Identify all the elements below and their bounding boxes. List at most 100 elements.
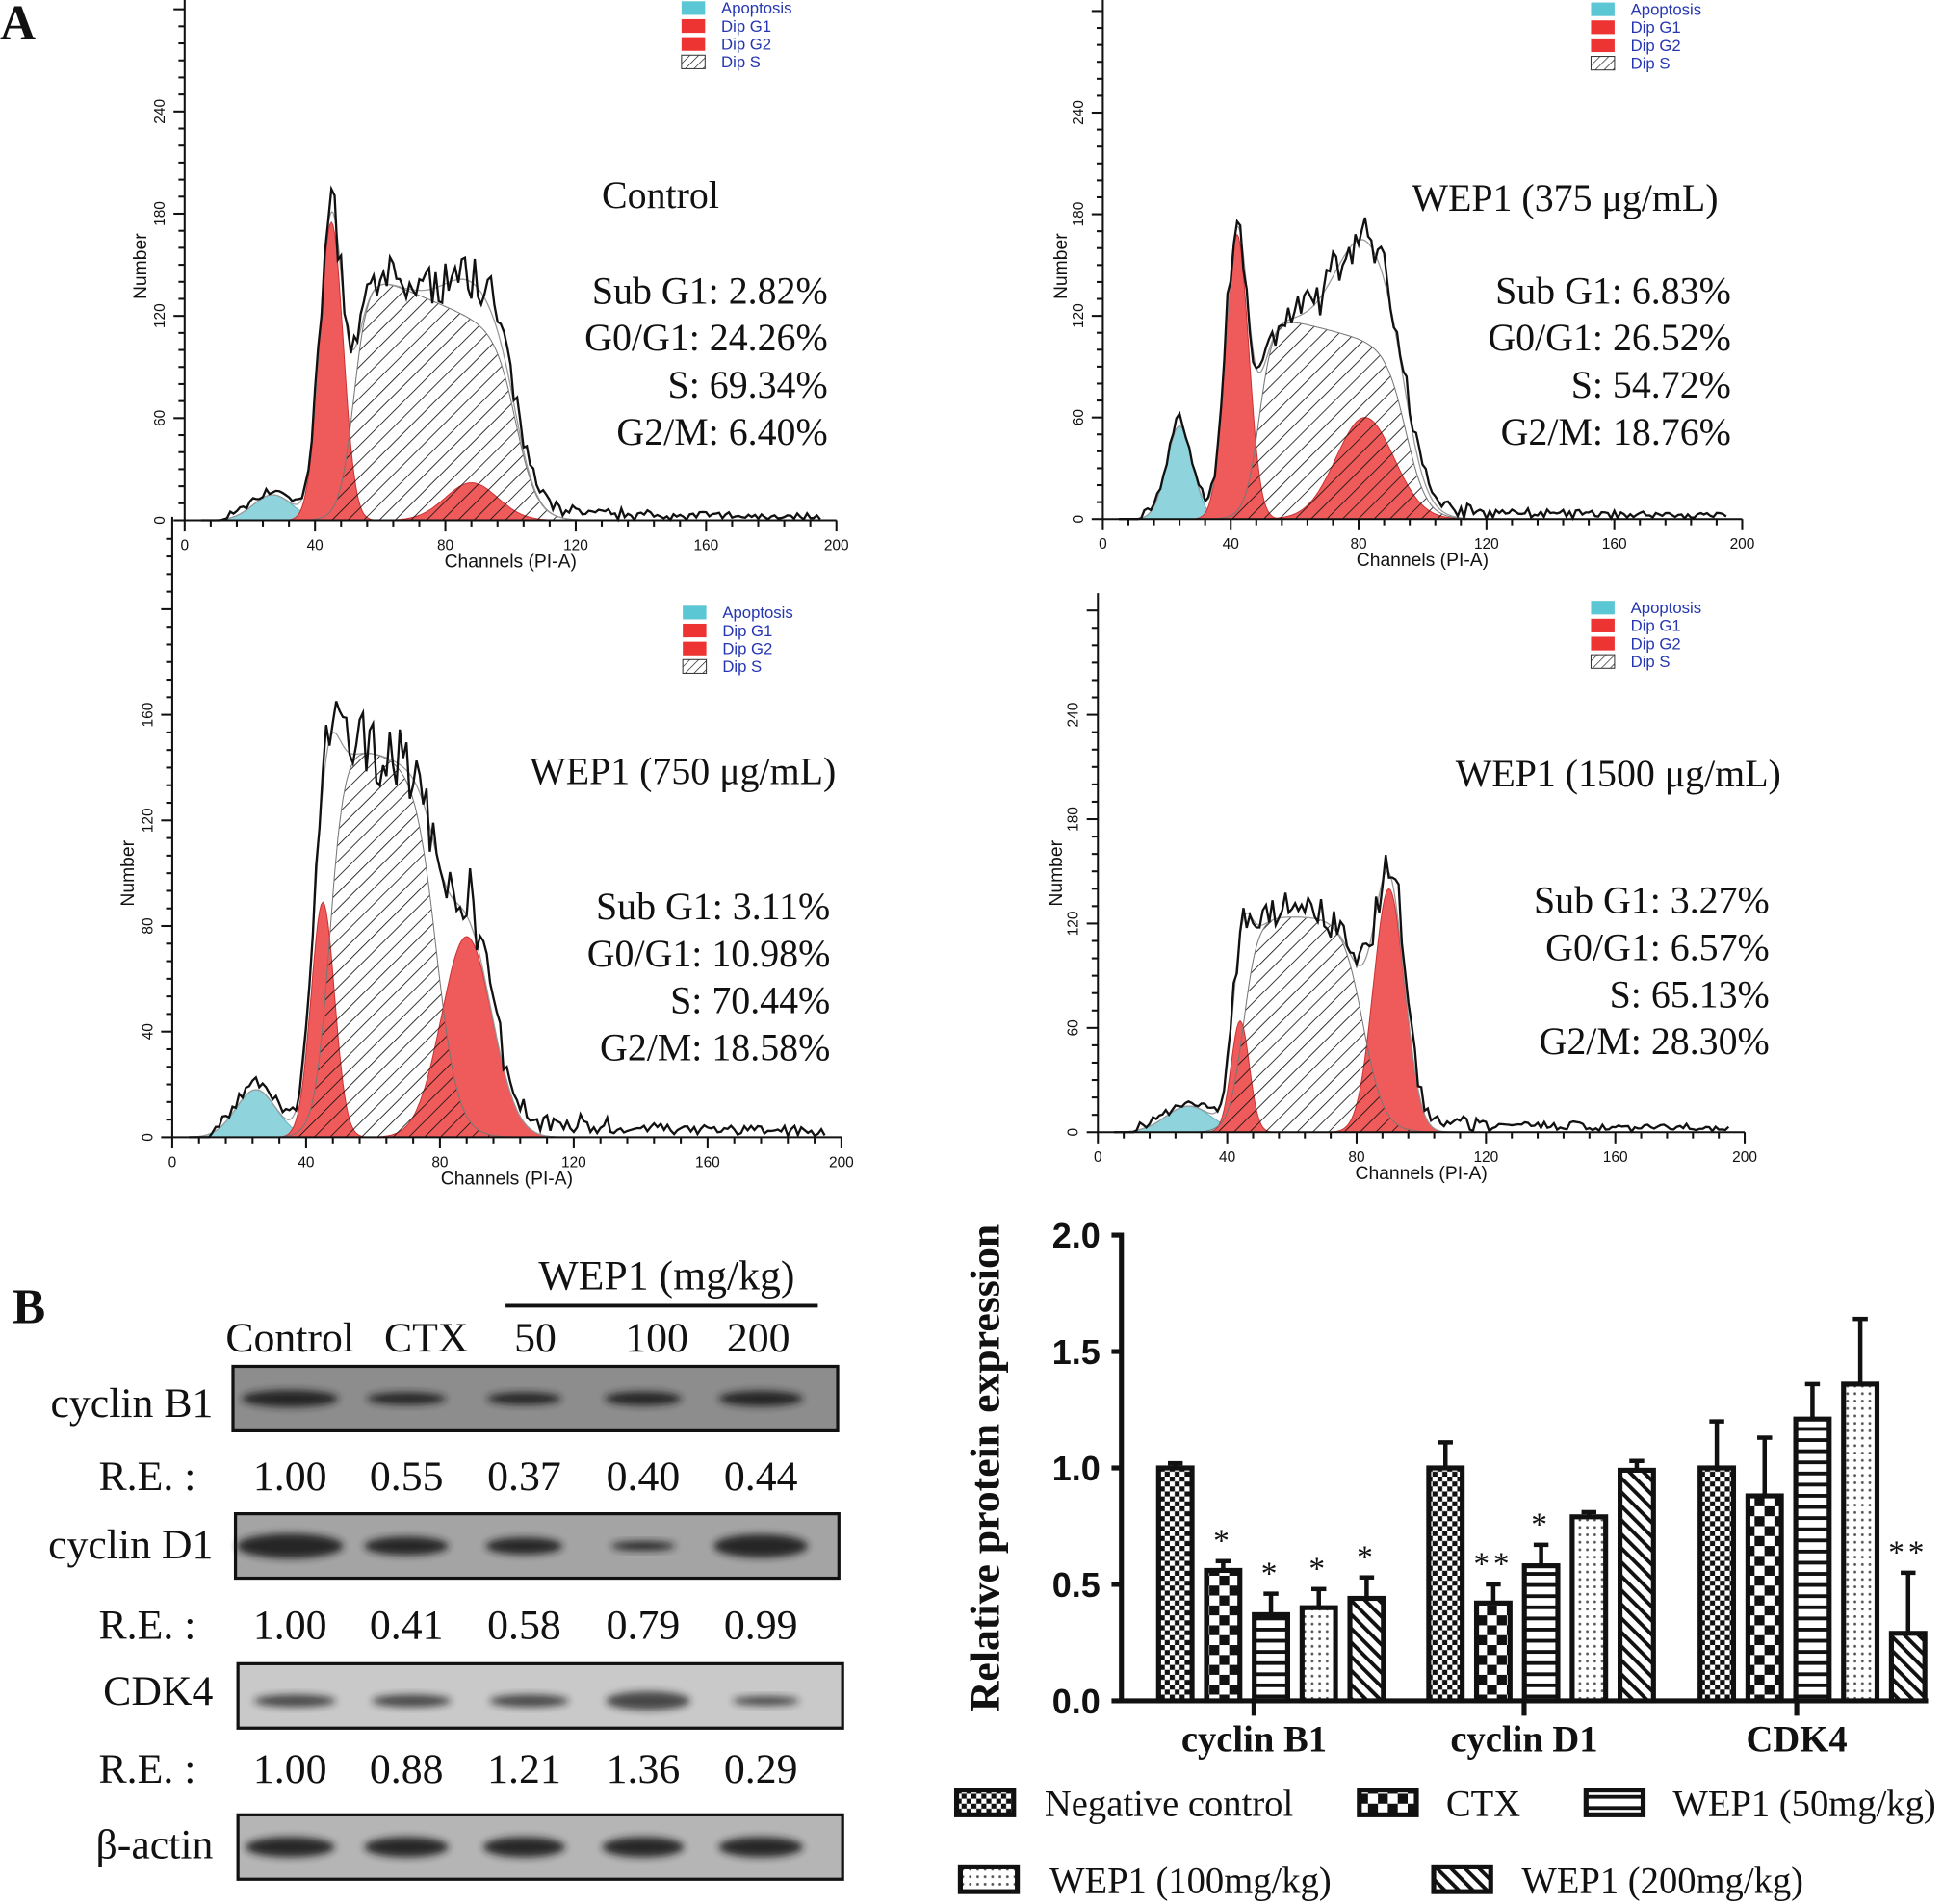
re-label: R.E. : (99, 1746, 196, 1792)
bar-chart: Relative protein expression 0.0 0.5 1.0 1.5… (962, 1216, 1929, 1761)
protein-band (366, 1392, 447, 1405)
x-tick-label: 40 (1219, 1149, 1235, 1166)
re-value: 0.44 (724, 1454, 798, 1500)
blot-row-cdk4: CDK4 R.E. : 1.00 0.88 1.21 1.36 0.29 (99, 1661, 844, 1792)
histogram-panel-3: 0 40 80 120 160 200 0 40 80 120 160 Number Channels … (118, 516, 854, 1189)
x-axis-label: Channels (PI-A) (445, 552, 577, 572)
x-tick-label: 200 (829, 1154, 854, 1171)
lane-label: 100 (625, 1315, 688, 1361)
protein-band (489, 1694, 569, 1708)
histogram-panel-4: 0 40 80 120 160 200 0 60 120 180 240 Number Channels… (1047, 593, 1781, 1184)
bar (1745, 1493, 1784, 1704)
x-tick-label: 200 (1730, 536, 1755, 553)
protein-label: cyclin D1 (48, 1522, 213, 1568)
bar (1155, 1465, 1195, 1704)
bar-cyclin-d1-3 (1569, 1509, 1609, 1704)
phase-percentage: G0/G1: 10.98% (587, 932, 831, 975)
legend-label: Dip G2 (722, 639, 772, 657)
lane-label: Control (225, 1315, 354, 1361)
re-value: 0.41 (370, 1603, 444, 1649)
y-tick-label: 0 (1066, 1128, 1082, 1137)
y-tick-label: 240 (152, 99, 168, 124)
legend-label: Dip G2 (1631, 37, 1681, 55)
y-tick-label: 2.0 (1052, 1216, 1101, 1255)
legend-label: WEP1 (100mg/kg) (1049, 1861, 1332, 1901)
significance-marker: * (1357, 1539, 1377, 1575)
x-tick-label: 80 (1348, 1149, 1364, 1166)
x-tick-label: 160 (1602, 536, 1627, 553)
protein-band (718, 1837, 803, 1858)
protein-band (606, 1691, 690, 1711)
phase-percentage: S: 54.72% (1571, 363, 1731, 406)
legend-label: Dip G2 (721, 35, 771, 53)
legend-swatch (1431, 1864, 1493, 1894)
re-value: 1.36 (607, 1746, 681, 1792)
legend-label: WEP1 (50mg/kg) (1672, 1785, 1935, 1825)
histogram-title: WEP1 (1500 μg/mL) (1456, 752, 1781, 795)
re-value: 0.55 (370, 1454, 444, 1500)
phase-percentage: G2/M: 18.58% (600, 1026, 830, 1069)
protein-band (482, 1837, 565, 1858)
re-value: 0.40 (607, 1454, 681, 1500)
bar (1618, 1467, 1656, 1704)
legend-label: Negative control (1045, 1785, 1293, 1825)
legend-label: Dip G1 (1631, 18, 1681, 37)
bar-cdk4-3 (1841, 1316, 1880, 1704)
re-value: 0.29 (724, 1746, 798, 1792)
protein-band (242, 1390, 339, 1407)
legend-label: Dip G2 (1631, 634, 1681, 653)
re-value: 1.00 (253, 1603, 327, 1649)
bar-chart-legend: Negative control CTX WEP1 (50mg/kg) WEP1 (1… (953, 1785, 1936, 1901)
x-tick-label: 0 (181, 537, 190, 553)
bar-cdk4-1 (1745, 1435, 1784, 1704)
y-tick-label: 180 (1071, 202, 1087, 227)
legend-label: Apoptosis (1631, 0, 1701, 18)
wb-group-header: WEP1 (mg/kg) (538, 1253, 794, 1299)
legend-swatch-dip-g1 (1591, 618, 1615, 632)
y-tick-label: 60 (152, 410, 168, 426)
bar-cyclin-d1-1: ** (1473, 1547, 1513, 1704)
bar-cyclin-b1-2: * (1252, 1556, 1290, 1704)
x-tick-label: 160 (695, 1154, 720, 1171)
phase-percentage: S: 65.13% (1610, 972, 1770, 1016)
y-tick-label: 120 (1066, 912, 1082, 937)
legend-label: Dip S (1631, 653, 1671, 671)
legend-swatch-dip-g1 (683, 623, 707, 638)
histogram-title: Control (602, 173, 719, 217)
bar (1426, 1465, 1465, 1704)
x-tick-label: 120 (561, 1154, 586, 1171)
protein-label: cyclin B1 (51, 1380, 214, 1427)
x-tick-label: 120 (563, 537, 588, 553)
bar-cyclin-d1-4 (1618, 1458, 1656, 1704)
panel-label-a: A (0, 0, 36, 51)
legend-label: WEP1 (200mg/kg) (1521, 1861, 1803, 1901)
y-axis-label: Number (1051, 233, 1072, 299)
legend-swatch-apoptosis (1591, 2, 1615, 16)
phase-percentage: S: 70.44% (670, 979, 830, 1022)
histogram-data-line (1119, 217, 1727, 523)
x-tick-label: 120 (1473, 1149, 1498, 1166)
protein-band (713, 1534, 809, 1558)
re-value: 0.58 (487, 1603, 561, 1649)
lane-label: CTX (384, 1315, 469, 1361)
y-tick-label: 0 (140, 1133, 156, 1142)
lane-label: 50 (514, 1315, 557, 1361)
bar (1697, 1465, 1737, 1704)
x-tick-label: 80 (437, 537, 453, 553)
significance-marker: * (1308, 1552, 1329, 1587)
phase-percentage: Sub G1: 2.82% (592, 269, 828, 312)
blot-row-β-actin: β-actin (96, 1813, 844, 1881)
y-axis-label: Number (131, 233, 151, 299)
x-tick-label: 40 (307, 537, 324, 553)
phase-percentage: G2/M: 18.76% (1501, 410, 1731, 453)
protein-band (236, 1533, 344, 1558)
legend-swatch-dip-s (682, 658, 708, 674)
protein-band (372, 1694, 452, 1708)
bar (1793, 1416, 1832, 1704)
y-tick-label: 180 (1066, 807, 1082, 832)
legend-label: Dip G1 (1631, 617, 1681, 635)
legend-label: CTX (1446, 1785, 1520, 1825)
legend-swatch-apoptosis (681, 1, 706, 15)
protein-band (718, 1390, 803, 1406)
